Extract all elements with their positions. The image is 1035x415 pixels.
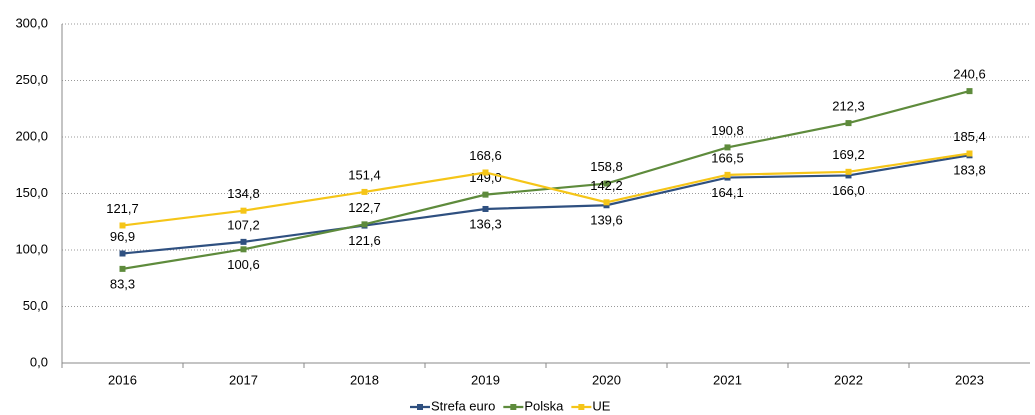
legend-marker xyxy=(510,404,517,410)
data-label: 142,2 xyxy=(590,178,623,193)
marker xyxy=(966,88,973,95)
line xyxy=(122,90,970,270)
y-tick-label: 300,0 xyxy=(15,15,48,30)
data-label: 168,6 xyxy=(469,148,502,163)
legend-marker xyxy=(417,404,423,410)
x-tick-label: 2022 xyxy=(834,372,863,387)
y-tick-label: 150,0 xyxy=(15,185,48,200)
marker xyxy=(119,265,126,272)
legend-label: UE xyxy=(592,398,610,413)
data-label: 185,4 xyxy=(953,129,986,144)
data-label: 190,8 xyxy=(711,123,744,138)
line xyxy=(122,152,970,227)
y-tick-label: 50,0 xyxy=(23,298,48,313)
data-label: 240,6 xyxy=(953,67,986,82)
data-label: 164,1 xyxy=(711,185,744,200)
marker xyxy=(119,222,126,229)
marker xyxy=(724,144,731,151)
marker xyxy=(482,205,489,212)
marker xyxy=(845,172,852,179)
y-tick-label: 100,0 xyxy=(15,241,48,256)
data-label: 212,3 xyxy=(832,99,865,114)
data-label: 100,6 xyxy=(227,257,260,272)
y-tick-label: 250,0 xyxy=(15,72,48,87)
marker xyxy=(603,199,610,206)
x-tick-label: 2018 xyxy=(350,372,379,387)
legend-label: Polska xyxy=(524,398,564,413)
marker xyxy=(845,168,852,175)
x-tick-label: 2016 xyxy=(108,372,137,387)
data-label: 183,8 xyxy=(953,163,986,178)
y-tick-label: 0,0 xyxy=(30,354,48,369)
marker xyxy=(482,191,489,198)
legend-marker xyxy=(578,404,585,410)
data-label: 169,2 xyxy=(832,147,865,162)
y-tick-label: 200,0 xyxy=(15,128,48,143)
data-label: 166,0 xyxy=(832,183,865,198)
x-tick-label: 2021 xyxy=(713,372,742,387)
data-label: 166,5 xyxy=(711,150,744,165)
data-label: 134,8 xyxy=(227,186,260,201)
x-tick-label: 2020 xyxy=(592,372,621,387)
marker xyxy=(240,246,247,253)
data-label: 121,7 xyxy=(106,201,139,216)
line xyxy=(122,154,970,255)
x-tick-label: 2017 xyxy=(229,372,258,387)
data-label: 96,9 xyxy=(110,229,135,244)
data-label: 151,4 xyxy=(348,167,381,182)
data-label: 83,3 xyxy=(110,276,135,291)
data-label: 121,6 xyxy=(348,233,381,248)
marker xyxy=(119,250,126,257)
data-label: 107,2 xyxy=(227,217,260,232)
marker xyxy=(966,150,973,157)
data-label: 158,8 xyxy=(590,159,623,174)
legend-label: Strefa euro xyxy=(431,398,495,413)
data-label: 139,6 xyxy=(590,213,623,228)
marker xyxy=(240,238,247,245)
data-label: 122,7 xyxy=(348,200,381,215)
data-label: 136,3 xyxy=(469,216,502,231)
marker xyxy=(724,171,731,178)
marker xyxy=(361,221,368,228)
marker xyxy=(240,207,247,214)
x-tick-label: 2019 xyxy=(471,372,500,387)
x-tick-label: 2023 xyxy=(955,372,984,387)
marker xyxy=(603,180,610,187)
marker xyxy=(845,120,852,127)
marker xyxy=(482,169,489,176)
marker xyxy=(361,188,368,195)
